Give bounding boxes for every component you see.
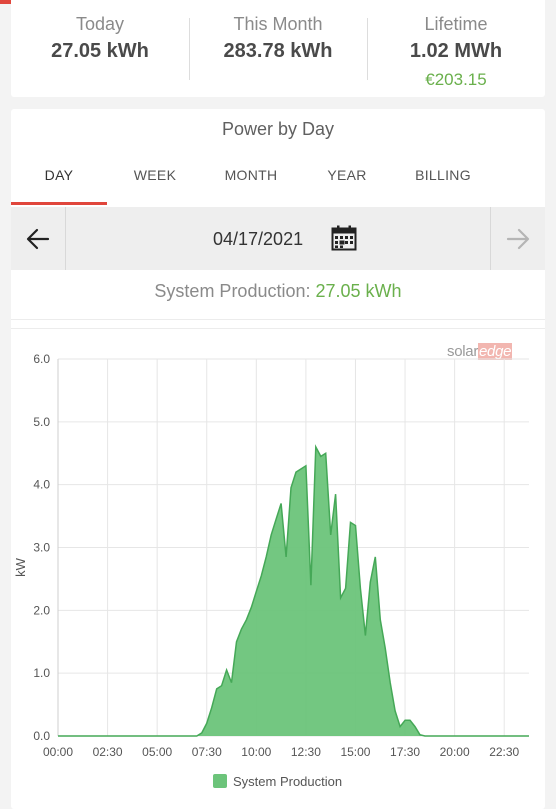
legend-swatch bbox=[213, 774, 227, 788]
y-tick-label: 3.0 bbox=[33, 541, 50, 555]
tab-month[interactable]: MONTH bbox=[224, 167, 278, 183]
tab-week[interactable]: WEEK bbox=[133, 167, 177, 183]
x-tick-label: 02:30 bbox=[93, 745, 123, 759]
date-navigator: 04/17/2021 bbox=[11, 207, 545, 270]
power-chart: 0.0 1.0 2.0 3.0 4.0 5.0 6.0 00:00 02:30 05:00 07:3… bbox=[13, 352, 529, 789]
y-tick-label: 0.0 bbox=[33, 729, 50, 743]
next-day-button[interactable] bbox=[490, 207, 545, 270]
y-axis-label: kW bbox=[13, 557, 28, 577]
legend-label: System Production bbox=[233, 774, 342, 789]
power-by-day-card: Power by Day DAY WEEK MONTH YEAR BILLING… bbox=[11, 109, 545, 809]
divider bbox=[11, 319, 545, 320]
system-production-value: 27.05 kWh bbox=[315, 281, 402, 301]
series-area bbox=[58, 447, 529, 736]
arrow-right-icon bbox=[506, 228, 530, 250]
tab-billing[interactable]: BILLING bbox=[415, 167, 471, 183]
y-tick-label: 2.0 bbox=[33, 603, 50, 617]
system-production-summary: System Production: 27.05 kWh bbox=[11, 281, 545, 302]
x-tick-label: 15:00 bbox=[340, 745, 370, 759]
arrow-left-icon bbox=[26, 228, 50, 250]
series-line bbox=[58, 444, 529, 737]
previous-day-button[interactable] bbox=[11, 207, 66, 270]
y-tick-label: 5.0 bbox=[33, 415, 50, 429]
date-display[interactable]: 04/17/2021 bbox=[65, 207, 491, 270]
tab-day[interactable]: DAY bbox=[11, 159, 107, 205]
system-production-label: System Production: bbox=[154, 281, 311, 301]
solaredge-logo: solaredge bbox=[447, 343, 513, 360]
calendar-icon[interactable] bbox=[331, 225, 357, 251]
selected-date: 04/17/2021 bbox=[213, 229, 304, 249]
x-tick-label: 07:30 bbox=[192, 745, 222, 759]
today-label: Today bbox=[75, 14, 125, 34]
x-tick-label: 05:00 bbox=[142, 745, 172, 759]
today-value: 27.05 kWh bbox=[51, 40, 149, 62]
this-month-stat: This Month 283.78 kWh bbox=[189, 0, 367, 97]
x-tick-label: 20:00 bbox=[440, 745, 470, 759]
lifetime-stat: Lifetime 1.02 MWh €203.15 bbox=[367, 0, 545, 97]
period-tabs: DAY WEEK MONTH YEAR BILLING bbox=[11, 159, 545, 205]
lifetime-revenue: €203.15 bbox=[425, 70, 487, 89]
y-tick-label: 4.0 bbox=[33, 478, 50, 492]
lifetime-label: Lifetime bbox=[424, 14, 488, 34]
x-tick-label: 00:00 bbox=[43, 745, 73, 759]
x-tick-label: 17:30 bbox=[390, 745, 420, 759]
y-tick-label: 6.0 bbox=[33, 352, 50, 366]
divider bbox=[11, 328, 545, 329]
this-month-value: 283.78 kWh bbox=[223, 40, 333, 62]
tab-year[interactable]: YEAR bbox=[327, 167, 367, 183]
x-tick-label: 22:30 bbox=[489, 745, 519, 759]
today-stat: Today 27.05 kWh bbox=[11, 0, 189, 97]
energy-summary-card: Today 27.05 kWh This Month 283.78 kWh Li… bbox=[11, 0, 545, 97]
y-tick-label: 1.0 bbox=[33, 666, 50, 680]
x-tick-label: 12:30 bbox=[291, 745, 321, 759]
card-title: Power by Day bbox=[221, 119, 335, 139]
this-month-label: This Month bbox=[233, 14, 323, 34]
x-tick-label: 10:00 bbox=[241, 745, 271, 759]
lifetime-value: 1.02 MWh bbox=[409, 40, 503, 62]
